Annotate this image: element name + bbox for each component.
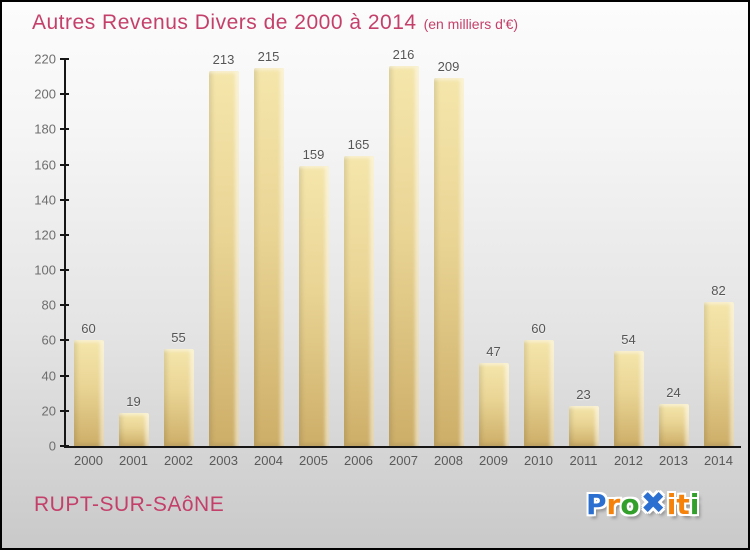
bar-value-label: 209 xyxy=(437,59,460,75)
bar-slot: 60 2000 xyxy=(66,59,111,468)
x-tick-label: 2007 xyxy=(389,453,418,468)
y-tick-mark xyxy=(60,58,69,60)
bar-value-label: 159 xyxy=(302,147,325,163)
y-tick-mark xyxy=(60,339,69,342)
x-tick-label: 2014 xyxy=(704,453,733,468)
bar-slot: 54 2012 xyxy=(606,59,651,468)
bar-2007: 216 xyxy=(388,47,419,446)
x-tick-label: 2011 xyxy=(569,453,598,468)
x-tick-label: 2000 xyxy=(74,453,103,468)
y-tick-label: 120 xyxy=(34,227,56,243)
logo-x-icon: ✖ xyxy=(640,486,666,521)
bar-value-label: 60 xyxy=(81,321,96,337)
y-tick-label: 160 xyxy=(34,157,56,173)
x-tick-label: 2006 xyxy=(344,453,373,468)
bar-2013: 24 xyxy=(658,385,689,446)
bar-value-label: 213 xyxy=(212,52,235,68)
y-tick-label: 40 xyxy=(41,368,56,384)
bar-value-label: 19 xyxy=(126,393,141,409)
x-tick-label: 2001 xyxy=(119,453,148,468)
bar-slot: 165 2006 xyxy=(336,59,381,468)
bar-2012: 54 xyxy=(613,332,644,446)
y-tick-mark xyxy=(60,374,69,377)
y-tick-mark xyxy=(60,198,69,201)
bar-2003: 213 xyxy=(208,52,239,446)
bar-2005: 159 xyxy=(298,147,329,446)
x-tick-label: 2003 xyxy=(209,453,238,468)
y-tick-mark xyxy=(60,93,69,96)
commune-name: RUPT-SUR-SAôNE xyxy=(34,493,225,516)
x-tick-label: 2005 xyxy=(299,453,328,468)
bar-value-label: 55 xyxy=(171,330,186,346)
y-tick-label: 0 xyxy=(48,438,56,454)
x-tick-label: 2010 xyxy=(524,453,553,468)
bar-value-label: 165 xyxy=(347,136,370,152)
x-tick-label: 2002 xyxy=(164,453,193,468)
bar-slot: 55 2002 xyxy=(156,59,201,468)
y-tick-label: 200 xyxy=(34,86,56,102)
bar-slot: 19 2001 xyxy=(111,59,156,468)
y-tick-mark xyxy=(60,233,69,236)
bar-2004: 215 xyxy=(253,49,284,446)
y-tick-mark xyxy=(60,409,69,412)
y-tick-label: 100 xyxy=(34,262,56,278)
bar-2006: 165 xyxy=(343,137,374,446)
chart-subtitle: (en milliers d'€) xyxy=(423,16,519,32)
bars-row: 60 2000 19 2001 55 2002 213 2003 215 2004 159 2005 1… xyxy=(66,47,741,468)
y-tick-label: 80 xyxy=(41,297,56,313)
bar-2001: 19 xyxy=(118,394,149,446)
y-tick-mark xyxy=(60,304,69,307)
bar-slot: 215 2004 xyxy=(246,49,291,468)
bar-value-label: 216 xyxy=(392,47,415,63)
bar-slot: 47 2009 xyxy=(471,59,516,468)
bar-2009: 47 xyxy=(478,344,509,446)
bar-value-label: 60 xyxy=(531,321,546,337)
bar-value-label: 54 xyxy=(621,332,636,348)
y-tick-mark xyxy=(60,445,69,447)
bar-slot: 159 2005 xyxy=(291,59,336,468)
bar-value-label: 23 xyxy=(576,386,591,402)
bar-2010: 60 xyxy=(523,321,554,446)
bar-2002: 55 xyxy=(163,330,194,446)
bar-slot: 216 2007 xyxy=(381,47,426,468)
y-tick-mark xyxy=(60,128,69,131)
y-tick-label: 180 xyxy=(34,121,56,137)
logo-letter-P: P xyxy=(586,488,607,521)
y-tick-label: 140 xyxy=(34,192,56,208)
y-tick-label: 220 xyxy=(34,51,56,67)
bar-value-label: 47 xyxy=(486,344,501,360)
plot-area: 0 20 40 60 80 100 120 140 160 180 200 220 60 2000 19 2… xyxy=(34,47,741,468)
y-tick-label: 20 xyxy=(41,403,56,419)
bar-value-label: 215 xyxy=(257,48,280,64)
bar-2014: 82 xyxy=(703,283,734,446)
x-tick-label: 2012 xyxy=(614,453,643,468)
x-tick-label: 2009 xyxy=(479,453,508,468)
logo-letter-t: t xyxy=(676,488,690,521)
x-tick-label: 2008 xyxy=(434,453,463,468)
logo-letter-r: r xyxy=(606,488,621,521)
title-row: Autres Revenus Divers de 2000 à 2014 (en … xyxy=(32,11,518,35)
bar-value-label: 24 xyxy=(666,384,681,400)
bar-2011: 23 xyxy=(568,387,599,446)
bar-slot: 60 2010 xyxy=(516,59,561,468)
bar-2008: 209 xyxy=(433,59,464,446)
bar-slot: 23 2011 xyxy=(561,59,606,468)
bar-slot: 213 2003 xyxy=(201,52,246,468)
bar-slot: 82 2014 xyxy=(696,59,741,468)
bar-slot: 209 2008 xyxy=(426,59,471,468)
logo-letter-i: i xyxy=(689,488,700,521)
x-tick-label: 2004 xyxy=(254,453,283,468)
bar-slot: 24 2013 xyxy=(651,59,696,468)
y-tick-mark xyxy=(60,269,69,272)
y-tick-label: 60 xyxy=(41,332,56,348)
y-tick-mark xyxy=(60,163,69,166)
logo-letter-i: i xyxy=(666,488,677,521)
bar-2000: 60 xyxy=(73,321,104,446)
x-tick-label: 2013 xyxy=(659,453,688,468)
chart-title: Autres Revenus Divers de 2000 à 2014 xyxy=(32,11,417,34)
logo-letter-o: o xyxy=(620,488,640,521)
bar-value-label: 82 xyxy=(711,282,726,298)
